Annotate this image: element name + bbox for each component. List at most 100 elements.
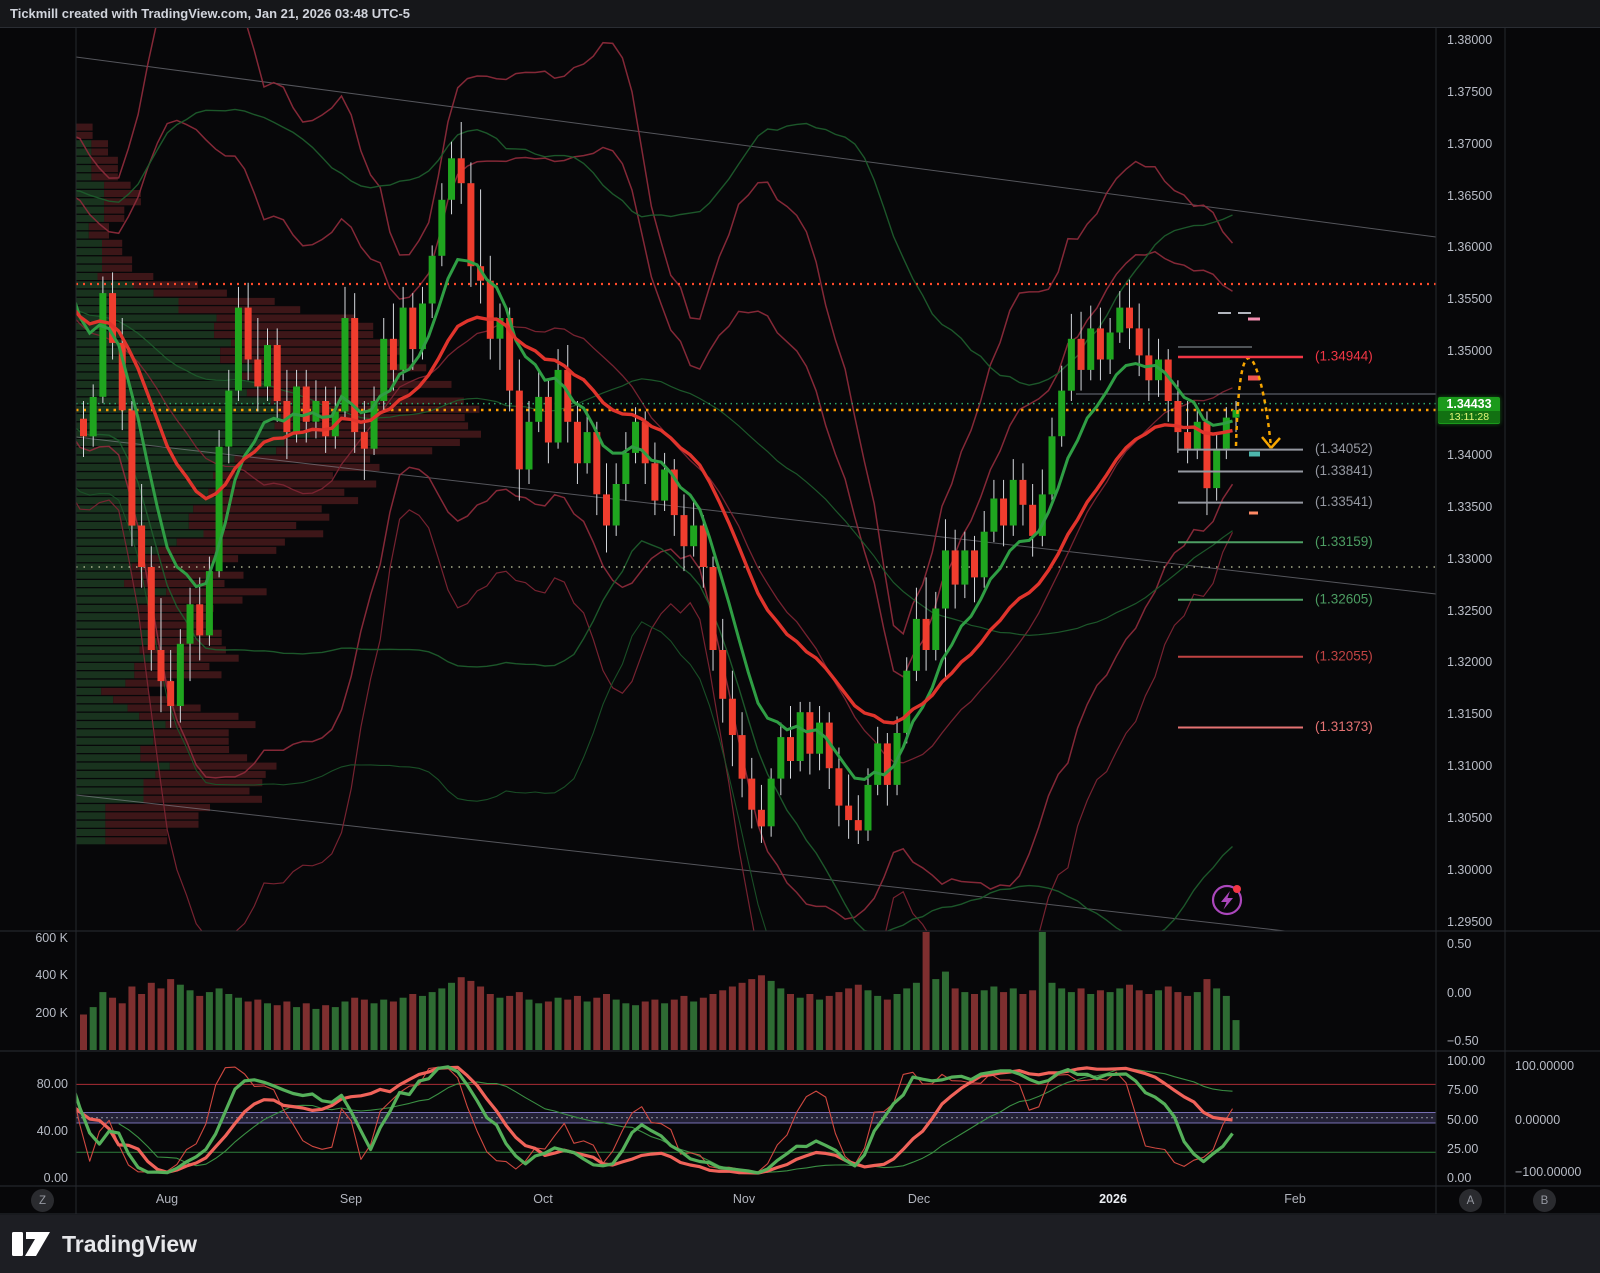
volume-bar	[864, 990, 872, 1050]
bollinger-band-line	[76, 119, 1233, 678]
stochastic-fast-thin-line	[76, 1066, 1233, 1173]
volume-bar	[312, 1008, 320, 1050]
volume-bar	[748, 979, 756, 1050]
bollinger-band-line	[76, 439, 1234, 920]
volume-bar	[1077, 988, 1085, 1050]
current-price-value: 1.34433	[1446, 397, 1492, 411]
price-tick-label: 1.31000	[1447, 759, 1493, 774]
volume-bar	[1232, 1020, 1240, 1050]
volume-bar	[767, 980, 775, 1050]
volume-bar	[845, 988, 853, 1050]
price-tick-label: 1.38000	[1447, 33, 1493, 47]
volume-bar	[477, 986, 485, 1050]
oscillator-far-right-tick-label: 100.00000	[1515, 1059, 1575, 1073]
volume-bar	[167, 979, 175, 1050]
volume-bar	[89, 1007, 97, 1050]
volume-bar	[990, 986, 998, 1050]
chart-attribution-bar: Tickmill created with TradingView.com, J…	[0, 0, 1600, 28]
bollinger-band-line	[76, 108, 1233, 386]
level-label: (1.34052)	[1315, 441, 1373, 456]
volume-bar	[254, 999, 262, 1050]
volume-bar	[418, 995, 426, 1050]
volume-bar	[1213, 988, 1221, 1050]
volume-bar	[118, 1003, 126, 1050]
time-axis-label: Aug	[155, 1192, 179, 1206]
volume-bar	[564, 999, 572, 1050]
projection-arrowhead	[1261, 436, 1281, 449]
events-lightning-icon[interactable]	[1211, 884, 1243, 916]
volume-bar	[690, 1001, 698, 1050]
oscillator-right-tick-label: 25.00	[1447, 1141, 1479, 1156]
volume-bar	[670, 999, 678, 1050]
volume-bar	[109, 997, 117, 1050]
volume-right-tick-label: −0.50	[1447, 1034, 1479, 1048]
volume-bar	[1058, 988, 1066, 1050]
volume-bar	[360, 999, 368, 1050]
volume-bar	[912, 982, 920, 1050]
volume-bar	[796, 997, 804, 1050]
bollinger-band-line	[76, 308, 1233, 637]
volume-bar	[128, 986, 136, 1050]
bollinger-band-line	[76, 499, 1234, 931]
volume-bar	[1164, 986, 1172, 1050]
volume-bar	[457, 977, 465, 1050]
volume-bar	[448, 982, 456, 1050]
volume-bar	[205, 992, 213, 1050]
price-pane[interactable]	[70, 0, 1436, 1124]
tradingview-wordmark[interactable]: TradingView	[62, 1230, 198, 1257]
price-tick-label: 1.33500	[1447, 499, 1493, 514]
volume-bar	[583, 1001, 591, 1050]
level-label: (1.33159)	[1315, 534, 1373, 549]
volume-bar	[1155, 990, 1163, 1050]
volume-bar	[932, 979, 940, 1050]
time-axis-label: Feb	[1284, 1192, 1306, 1206]
time-axis-label: Oct	[533, 1192, 553, 1206]
volume-pane[interactable]	[80, 927, 1240, 1050]
volume-bar	[709, 994, 717, 1050]
oscillator-far-right-tick-label: 0.00000	[1515, 1113, 1561, 1127]
price-tick-label: 1.29500	[1447, 914, 1493, 929]
volume-bar	[1106, 992, 1114, 1050]
volume-bar	[1184, 995, 1192, 1050]
volume-bar	[341, 1001, 349, 1050]
price-tick-label: 1.37500	[1447, 84, 1493, 99]
price-tick-label: 1.36000	[1447, 240, 1493, 255]
volume-bar	[244, 1001, 252, 1050]
volume-bar	[1067, 992, 1075, 1050]
price-tick-label: 1.35500	[1447, 292, 1493, 307]
tradingview-logo-icon[interactable]	[0, 1226, 52, 1262]
level-label: (1.34944)	[1315, 349, 1373, 364]
volume-bar	[738, 982, 746, 1050]
price-tick-label: 1.32000	[1447, 655, 1493, 670]
volume-bar	[176, 984, 184, 1050]
scale-b-button[interactable]: B	[1533, 1189, 1556, 1212]
volume-bar	[157, 988, 165, 1050]
volume-bar	[535, 1003, 543, 1050]
oscillator-pane[interactable]	[70, 1065, 1436, 1175]
volume-bar	[1087, 994, 1095, 1050]
volume-profile	[76, 123, 481, 845]
trendline[interactable]	[76, 794, 1286, 931]
volume-bar	[1222, 995, 1230, 1050]
volume-bar	[438, 988, 446, 1050]
volume-bar	[1145, 994, 1153, 1050]
trendline[interactable]	[76, 436, 1436, 595]
level-label: (1.32605)	[1315, 591, 1373, 606]
price-tick-label: 1.30500	[1447, 811, 1493, 826]
volume-bar	[593, 997, 601, 1050]
volume-bar	[641, 1001, 649, 1050]
volume-bar	[293, 1007, 301, 1050]
volume-tick-label: 400 K	[35, 968, 68, 983]
trendline[interactable]	[76, 56, 1436, 238]
oscillator-right-tick-label: 75.00	[1447, 1083, 1479, 1098]
volume-bar	[874, 995, 882, 1050]
bar-countdown: 13:11:28	[1438, 411, 1500, 423]
oscillator-left-tick-label: 0.00	[43, 1171, 68, 1185]
stochastic-main-thick-line	[76, 1065, 1234, 1175]
volume-bar	[273, 1005, 281, 1050]
volume-bar	[787, 994, 795, 1050]
timezone-button[interactable]: Z	[31, 1189, 54, 1212]
scale-a-button[interactable]: A	[1459, 1189, 1482, 1212]
